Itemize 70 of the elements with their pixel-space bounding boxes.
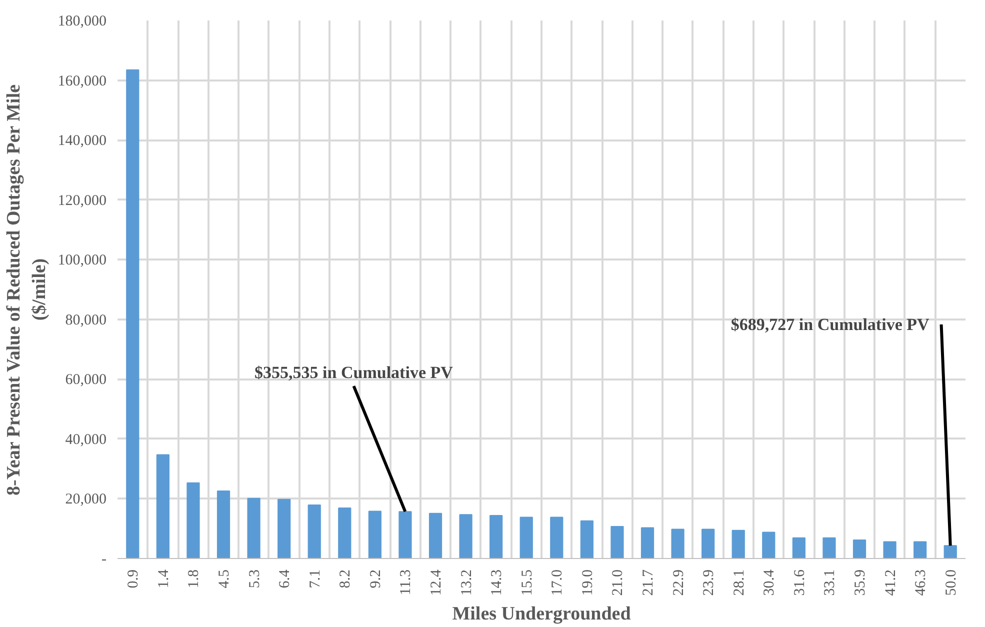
x-tick-label: 13.2 <box>458 570 475 596</box>
bar <box>822 537 836 558</box>
y-tick-label: - <box>102 552 107 568</box>
x-tick-label: 19.0 <box>580 570 596 596</box>
x-tick-label: 22.9 <box>670 570 687 596</box>
bar <box>398 511 412 558</box>
y-tick-label: 80,000 <box>65 312 106 328</box>
bar <box>914 541 927 558</box>
bar <box>944 545 957 558</box>
bar <box>852 539 866 558</box>
x-tick-label: 1.4 <box>156 569 172 588</box>
x-tick-label: 4.5 <box>216 570 232 588</box>
bar <box>550 516 564 558</box>
x-tick-label: 14.3 <box>489 570 506 596</box>
bar <box>702 528 715 558</box>
x-tick-label: 15.5 <box>519 570 536 596</box>
bar <box>368 510 382 558</box>
bar <box>610 526 624 558</box>
y-tick-label: 140,000 <box>58 133 106 150</box>
x-tick-label: 23.9 <box>701 570 718 596</box>
bar <box>126 69 140 558</box>
x-tick-label: 11.3 <box>398 569 414 596</box>
y-tick-label: 180,000 <box>58 14 106 30</box>
x-tick-label: 21.0 <box>610 570 626 596</box>
x-tick-label: 1.8 <box>186 570 202 588</box>
bar <box>247 498 260 558</box>
bar <box>186 482 200 558</box>
bar <box>762 532 776 558</box>
x-tick-label: 17.0 <box>550 570 566 596</box>
annotation: $355,535 in Cumulative PV <box>254 363 454 382</box>
x-tick-label: 33.1 <box>822 570 838 596</box>
x-tick-label: 31.6 <box>792 569 808 596</box>
annotation: $689,727 in Cumulative PV <box>730 314 930 334</box>
y-tick-label: 120,000 <box>58 192 106 209</box>
x-tick-label: 9.2 <box>368 570 384 588</box>
bar <box>671 528 684 558</box>
bar <box>520 516 533 558</box>
bar <box>338 507 352 558</box>
bar <box>278 498 291 558</box>
x-tick-label: 0.9 <box>126 570 142 588</box>
x-axis-title: Miles Undergrounded <box>452 604 632 625</box>
x-tick-label: 21.7 <box>640 569 656 596</box>
bar <box>883 541 896 558</box>
bar <box>490 514 503 558</box>
x-tick-label: 8.2 <box>338 570 354 588</box>
x-tick-label: 7.1 <box>307 570 324 588</box>
y-tick-label: 60,000 <box>65 372 106 388</box>
x-tick-label: 30.4 <box>762 569 778 596</box>
y-tick-label: 100,000 <box>58 252 106 269</box>
y-tick-label: 160,000 <box>58 73 106 90</box>
y-tick-label: 20,000 <box>65 492 106 508</box>
x-tick-label: 46.3 <box>913 570 930 596</box>
bar <box>732 530 745 558</box>
x-tick-label: 28.1 <box>731 570 748 596</box>
bar <box>459 514 472 558</box>
bar <box>156 454 170 558</box>
y-tick-label: 40,000 <box>65 432 106 448</box>
x-tick-label: 6.4 <box>277 569 294 588</box>
bar <box>792 537 806 558</box>
x-tick-label: 50.0 <box>943 570 960 596</box>
y-axis-title: 8-Year Present Value of Reduced Outages Per Mile ($/mile) <box>4 84 50 496</box>
bar <box>216 490 230 558</box>
x-tick-label: 35.9 <box>852 570 868 596</box>
bar <box>580 520 594 558</box>
bar <box>640 527 654 558</box>
bar <box>428 512 442 558</box>
x-tick-label: 41.2 <box>882 570 899 596</box>
bar <box>308 504 321 558</box>
x-tick-label: 12.4 <box>428 569 444 596</box>
x-tick-label: 5.3 <box>246 570 263 588</box>
